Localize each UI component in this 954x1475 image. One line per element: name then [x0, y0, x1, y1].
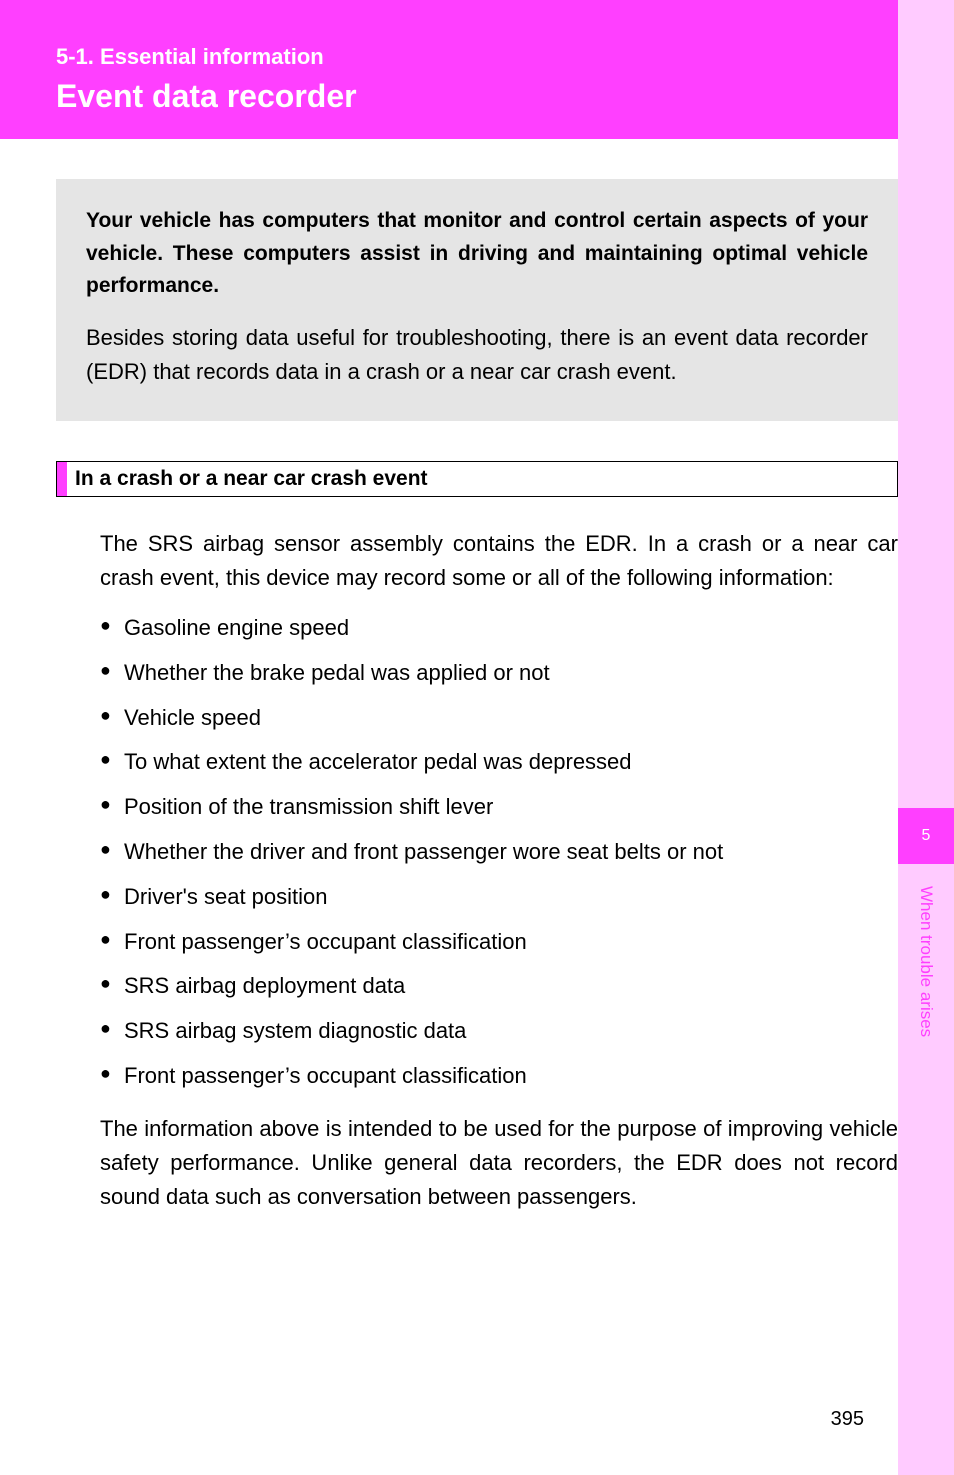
list-item: Front passenger’s occupant classificatio… [100, 927, 898, 958]
list-item: Whether the brake pedal was applied or n… [100, 658, 898, 689]
list-item: Front passenger’s occupant classificatio… [100, 1061, 898, 1092]
list-item: To what extent the accelerator pedal was… [100, 747, 898, 778]
page-number: 395 [831, 1408, 864, 1431]
breadcrumb: 5-1. Essential information [56, 44, 954, 70]
list-item: SRS airbag system diagnostic data [100, 1016, 898, 1047]
chapter-number-box: 5 [898, 808, 954, 864]
bullet-list: Gasoline engine speed Whether the brake … [100, 613, 898, 1092]
section-body: The SRS airbag sensor assembly contains … [56, 527, 898, 1214]
list-item: Position of the transmission shift lever [100, 792, 898, 823]
section-accent-bar [57, 462, 67, 496]
list-item: Driver's seat position [100, 882, 898, 913]
section-title: In a crash or a near car crash event [67, 467, 428, 491]
list-item: Whether the driver and front passenger w… [100, 837, 898, 868]
section-header: In a crash or a near car crash event [56, 461, 898, 497]
list-item: Vehicle speed [100, 703, 898, 734]
list-item: Gasoline engine speed [100, 613, 898, 644]
page-title: Event data recorder [56, 78, 954, 115]
section-lead-paragraph: The SRS airbag sensor assembly contains … [100, 527, 898, 595]
page-header: 5-1. Essential information Event data re… [0, 0, 954, 139]
page-content: Your vehicle has computers that monitor … [0, 179, 954, 1214]
chapter-label: When trouble arises [898, 880, 954, 1180]
sidebar-tab: 5 When trouble arises [898, 0, 954, 1475]
list-item: SRS airbag deployment data [100, 971, 898, 1002]
intro-bold-paragraph: Your vehicle has computers that monitor … [86, 205, 868, 303]
intro-box: Your vehicle has computers that monitor … [56, 179, 898, 421]
section-tail-paragraph: The information above is intended to be … [100, 1112, 898, 1214]
intro-regular-paragraph: Besides storing data useful for troubles… [86, 321, 868, 389]
chapter-number: 5 [922, 827, 931, 845]
